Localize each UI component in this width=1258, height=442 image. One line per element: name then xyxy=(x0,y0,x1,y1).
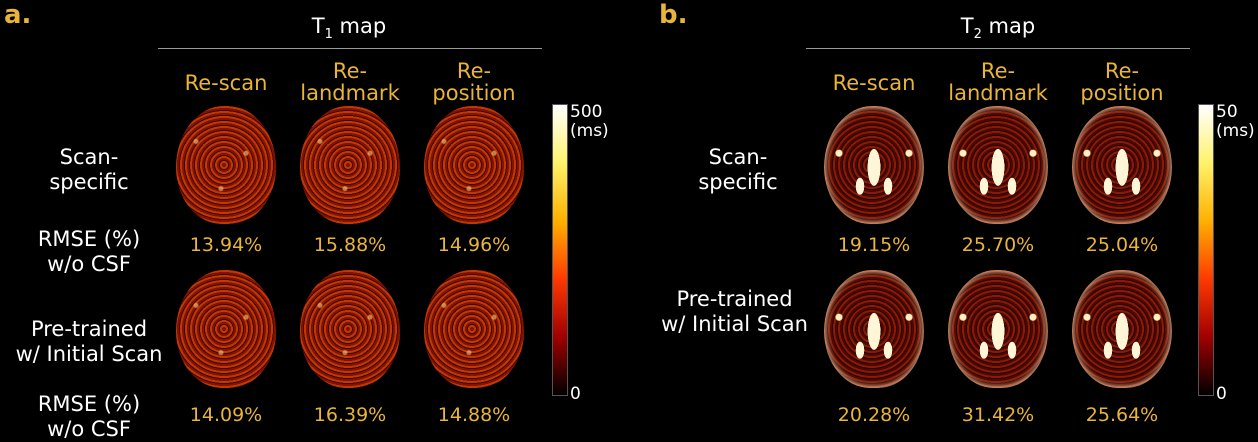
t1-brain-rescan-scan-specific xyxy=(176,106,276,224)
t1-colorbar-max: 500 xyxy=(570,102,603,122)
t1-rmse-relandmark-1: 15.88% xyxy=(313,234,387,256)
t1-colorbar xyxy=(552,104,568,396)
panel-a-letter: a. xyxy=(4,0,32,30)
t1-rmse-label-2: RMSE (%) w/o CSF xyxy=(37,392,141,441)
t2-brain-rescan-scan-specific xyxy=(824,106,924,224)
t2-rmse-reposition-1: 25.04% xyxy=(1085,234,1159,256)
t2-row-scan-specific: Scan-specific xyxy=(698,145,778,194)
t1-brain-rescan-pretrained xyxy=(176,270,276,388)
t2-colorbar-max: 50 xyxy=(1216,102,1238,122)
t2-brain-reposition-scan-specific xyxy=(1072,106,1172,224)
t1-brain-relandmark-pretrained xyxy=(300,270,400,388)
t2-rmse-rescan-2: 20.28% xyxy=(837,404,911,426)
t1-rmse-label-1: RMSE (%) w/o CSF xyxy=(37,227,141,276)
t1-rmse-relandmark-2: 16.39% xyxy=(313,404,387,426)
t1-rmse-reposition-2: 14.88% xyxy=(437,404,511,426)
t2-row-pretrained: Pre-trained w/ Initial Scan xyxy=(661,287,808,336)
t1-row-scan-specific: Scan-specific xyxy=(49,145,129,194)
panel-b-letter: b. xyxy=(659,0,688,30)
t1-rmse-rescan-1: 13.94% xyxy=(189,234,263,256)
t1-row-pretrained: Pre-trained w/ Initial Scan xyxy=(15,317,163,366)
t2-rmse-rescan-1: 19.15% xyxy=(837,234,911,256)
t1-brain-relandmark-scan-specific xyxy=(300,106,400,224)
t2-col-relandmark: Re-landmark xyxy=(948,59,1048,105)
t2-colorbar xyxy=(1198,104,1214,396)
t2-col-rescan: Re-scan xyxy=(832,71,916,95)
t2-brain-relandmark-scan-specific xyxy=(948,106,1048,224)
t2-colorbar-unit: (ms) xyxy=(1216,121,1255,141)
t2-brain-reposition-pretrained xyxy=(1072,270,1172,388)
t2-rmse-reposition-2: 25.64% xyxy=(1085,404,1159,426)
t1-colorbar-min: 0 xyxy=(570,384,581,404)
t2-col-reposition: Re-position xyxy=(1080,59,1164,105)
t1-rmse-rescan-2: 14.09% xyxy=(189,404,263,426)
t2-colorbar-min: 0 xyxy=(1216,384,1227,404)
t2-brain-relandmark-pretrained xyxy=(948,270,1048,388)
t1-col-rescan: Re-scan xyxy=(184,71,268,95)
t1-col-relandmark: Re-landmark xyxy=(300,59,400,105)
t2-map-title: T2 map xyxy=(960,14,1036,43)
t1-col-reposition: Re-position xyxy=(432,59,516,105)
t1-colorbar-unit: (ms) xyxy=(570,121,609,141)
t1-brain-reposition-pretrained xyxy=(424,270,524,388)
t1-title-rule xyxy=(158,48,542,49)
t1-brain-reposition-scan-specific xyxy=(424,106,524,224)
t2-title-rule xyxy=(806,48,1190,49)
t2-rmse-relandmark-1: 25.70% xyxy=(961,234,1035,256)
t1-rmse-reposition-1: 14.96% xyxy=(437,234,511,256)
t2-brain-rescan-pretrained xyxy=(824,270,924,388)
t1-map-title: T1 map xyxy=(311,14,387,43)
t2-rmse-relandmark-2: 31.42% xyxy=(961,404,1035,426)
